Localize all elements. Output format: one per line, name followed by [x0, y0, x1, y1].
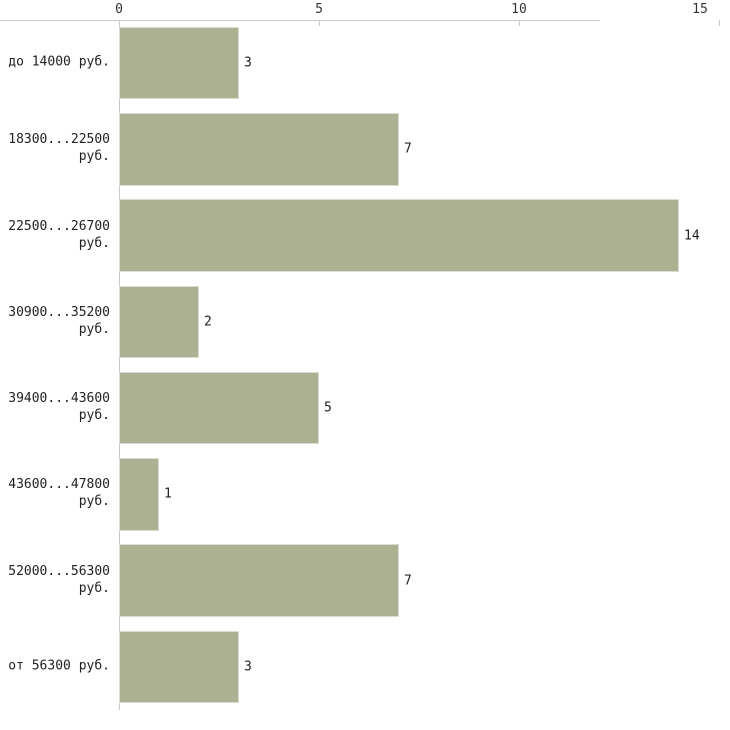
category-label-2: 22500...26700 руб.: [0, 219, 110, 253]
category-label-6: 52000...56300 руб.: [0, 564, 110, 598]
category-label-0: до 14000 руб.: [0, 55, 110, 72]
tick-label-10: 10: [511, 2, 527, 17]
value-label-3: 2: [198, 314, 212, 329]
chart-row-2: 22500...26700 руб. 14: [0, 193, 730, 279]
bar-0[interactable]: 3: [119, 27, 239, 99]
value-label-5: 1: [158, 487, 172, 502]
bar-5[interactable]: 1: [119, 458, 159, 530]
chart-row-3: 30900...35200 руб. 2: [0, 279, 730, 365]
chart-row-6: 52000...56300 руб. 7: [0, 538, 730, 624]
bar-chart-container: 0 5 10 15 до 14000 руб. 3 18300...22500 …: [0, 0, 730, 730]
tick-label-5: 5: [315, 2, 323, 17]
value-label-7: 3: [238, 659, 252, 674]
category-label-7: от 56300 руб.: [0, 658, 110, 675]
bar-2[interactable]: 14: [119, 199, 679, 271]
category-label-3: 30900...35200 руб.: [0, 305, 110, 339]
category-label-5: 43600...47800 руб.: [0, 477, 110, 511]
bar-1[interactable]: 7: [119, 113, 399, 185]
value-label-2: 14: [678, 228, 700, 243]
bar-4[interactable]: 5: [119, 372, 319, 444]
value-label-6: 7: [398, 573, 412, 588]
bar-3[interactable]: 2: [119, 286, 199, 358]
value-label-4: 5: [318, 401, 332, 416]
chart-row-0: до 14000 руб. 3: [0, 20, 730, 106]
tick-label-0: 0: [115, 2, 123, 17]
category-label-1: 18300...22500 руб.: [0, 132, 110, 166]
chart-row-5: 43600...47800 руб. 1: [0, 451, 730, 537]
category-label-4: 39400...43600 руб.: [0, 391, 110, 425]
tick-label-15: 15: [692, 2, 708, 17]
bar-6[interactable]: 7: [119, 544, 399, 616]
bar-7[interactable]: 3: [119, 631, 239, 703]
chart-row-7: от 56300 руб. 3: [0, 624, 730, 710]
value-label-0: 3: [238, 56, 252, 71]
chart-row-1: 18300...22500 руб. 7: [0, 106, 730, 192]
chart-row-4: 39400...43600 руб. 5: [0, 365, 730, 451]
value-label-1: 7: [398, 142, 412, 157]
